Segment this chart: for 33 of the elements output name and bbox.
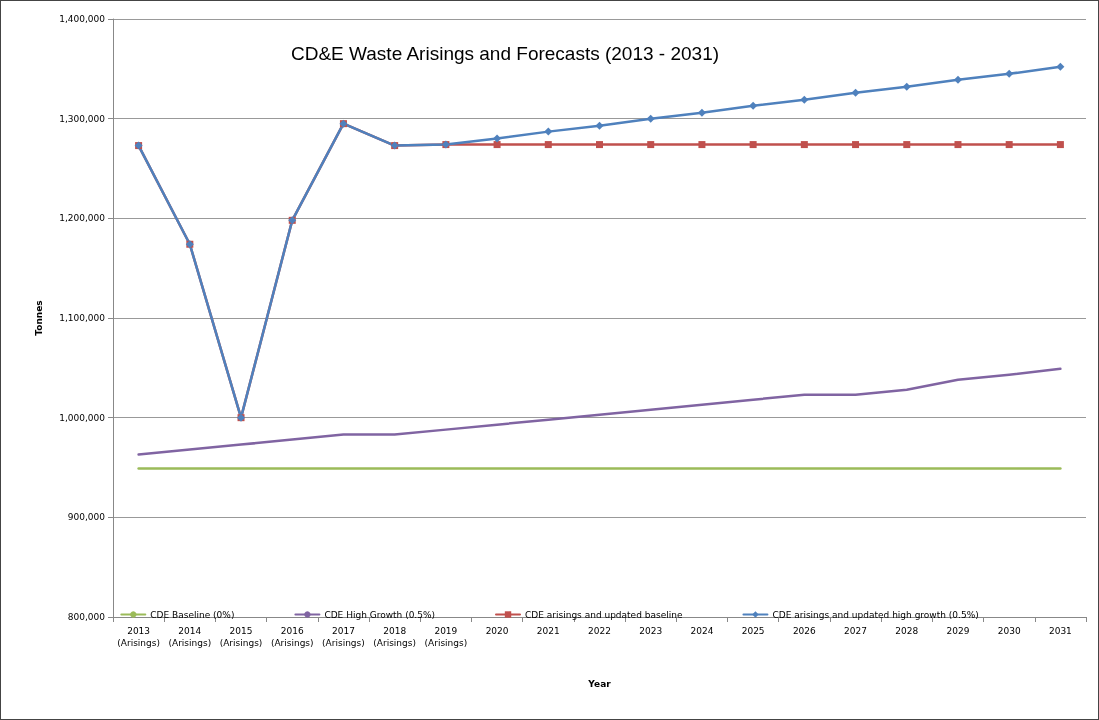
x-tick-label: 2020 (485, 626, 509, 636)
x-tick-label: 2024 (690, 626, 714, 636)
x-tick-label: 2029 (946, 626, 970, 636)
y-tick-label: 1,300,000 (59, 113, 106, 124)
x-tick-label: 2027 (844, 626, 868, 636)
x-tick-label: 2031 (1048, 626, 1072, 636)
text: CD&E Waste Arisings and Forecasts (2013 - 2031) (291, 43, 720, 64)
y-tick-label: 1,000,000 (59, 412, 106, 423)
x-tick-label: 2019 (Arisings) (424, 626, 468, 648)
y-tick-label: 900,000 (67, 512, 106, 523)
x-tick-label: 2017 (Arisings) (322, 626, 365, 648)
legend-label: CDE High Growth (0.5%) (324, 609, 436, 620)
y-tick-label: 1,400,000 (59, 14, 106, 24)
x-tick-label: 2028 (895, 626, 919, 636)
y-tick-label: 1,200,000 (59, 213, 106, 224)
x-tick-label: 2030 (997, 626, 1021, 636)
y-tick-label: 1,100,000 (59, 313, 106, 323)
x-tick-label: 2014 (Arisings) (168, 626, 212, 648)
legend-label: CDE arisings and updated baseline (525, 609, 683, 620)
y-tick-label: 800,000 (67, 612, 106, 622)
x-tick-label: 2023 (639, 626, 663, 636)
y-axis-title: Tonnes (33, 300, 44, 336)
x-tick-label: 2016 (Arisings) (270, 626, 314, 648)
legend-label: CDE Baseline (0%) (150, 609, 235, 620)
x-tick-label: 2025 (741, 626, 765, 636)
x-tick-label: 2021 (536, 626, 560, 636)
x-tick-label: 2015 (Arisings) (219, 626, 263, 648)
x-tick-label: 2013 (Arisings) (117, 626, 160, 648)
x-axis-title: Year (587, 678, 612, 689)
x-tick-label: 2018 (Arisings) (373, 626, 416, 648)
legend-label: CDE arisings and updated high growth (0.5%) (772, 609, 979, 620)
x-tick-label: 2022 (588, 626, 611, 636)
x-tick-label: 2026 (792, 626, 817, 636)
